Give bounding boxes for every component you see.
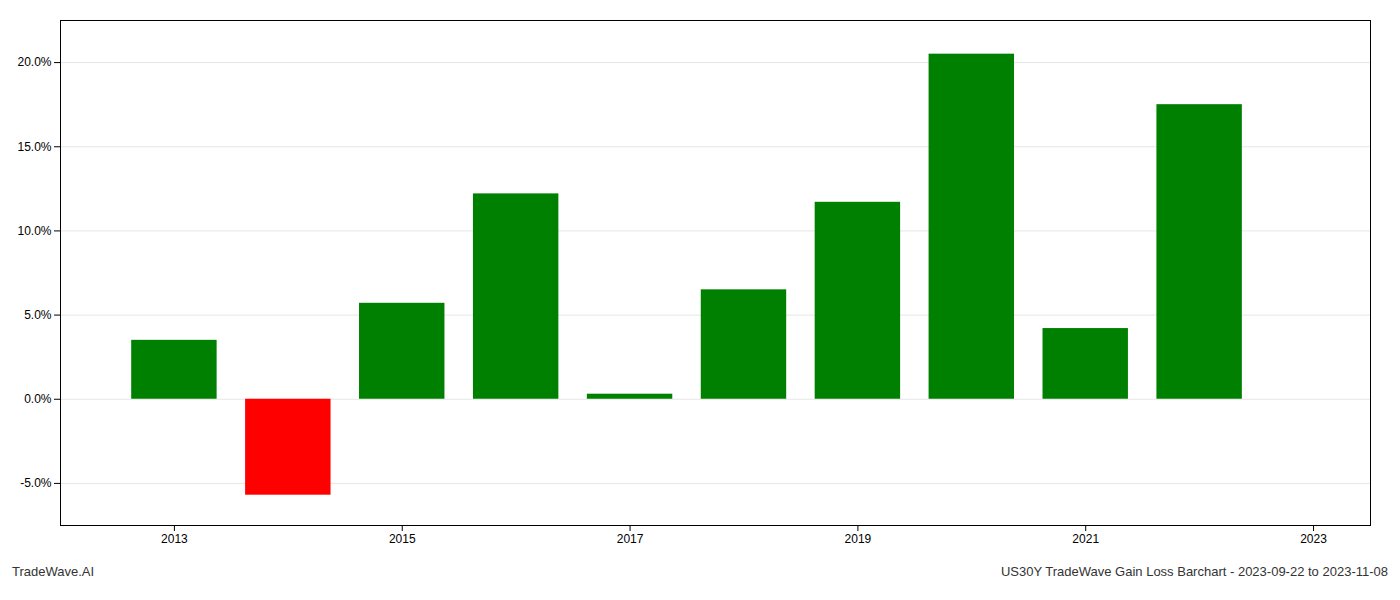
html-text:US30Y TradeWave Gain Loss Barc: US30Y TradeWave Gain Loss Barchart - 202… [1000, 564, 1388, 579]
svg-text:2023: 2023 [1300, 532, 1327, 546]
svg-text:2019: 2019 [845, 532, 872, 546]
html-text:TradeWave.AI: TradeWave.AI [12, 564, 95, 579]
svg-text:0.0%: 0.0% [24, 392, 52, 406]
svg-text:10.0%: 10.0% [17, 224, 51, 238]
svg-text:20.0%: 20.0% [17, 55, 51, 69]
svg-text:-5.0%: -5.0% [20, 476, 52, 490]
svg-text:2017: 2017 [617, 532, 644, 546]
svg-text:15.0%: 15.0% [17, 140, 51, 154]
svg-text:2013: 2013 [161, 532, 188, 546]
svg-text:2015: 2015 [389, 532, 416, 546]
svg-text:5.0%: 5.0% [24, 308, 52, 322]
svg-text:2021: 2021 [1072, 532, 1099, 546]
